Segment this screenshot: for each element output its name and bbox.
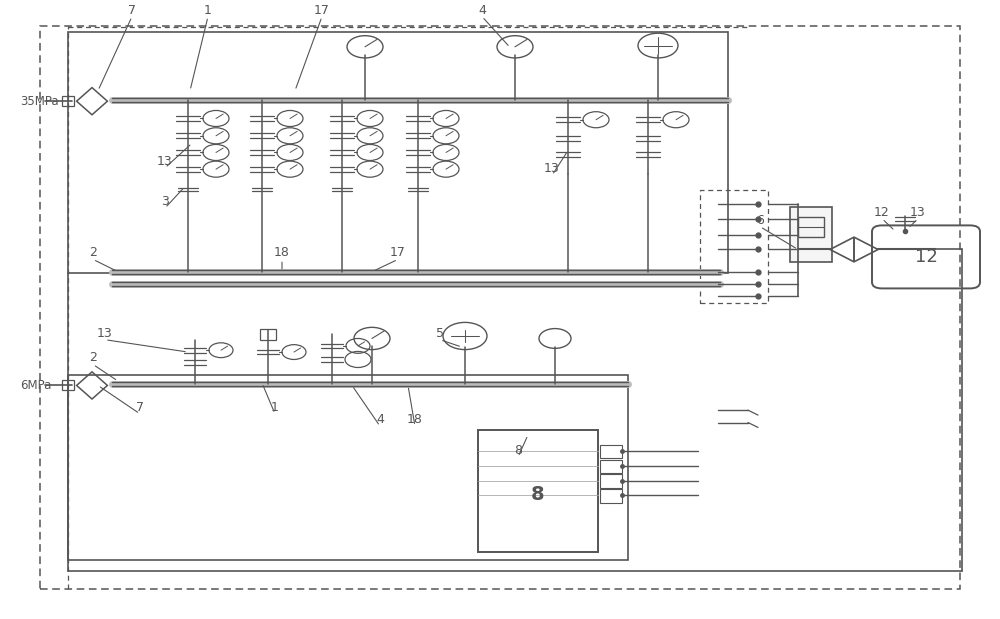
Text: 18: 18 <box>407 413 423 426</box>
Bar <box>260 329 276 340</box>
Text: 2: 2 <box>89 246 97 259</box>
Text: 1: 1 <box>204 4 212 17</box>
Text: 2: 2 <box>89 352 97 365</box>
Text: 35MPa: 35MPa <box>20 95 59 108</box>
Text: 13: 13 <box>157 155 173 168</box>
Bar <box>68 375 628 560</box>
Text: 7: 7 <box>128 4 136 17</box>
Bar <box>600 474 622 488</box>
Text: 7: 7 <box>136 401 144 414</box>
Bar <box>790 207 832 262</box>
Bar <box>68 32 728 273</box>
Bar <box>62 96 74 106</box>
Bar <box>600 444 622 458</box>
Bar <box>700 190 768 303</box>
Text: 18: 18 <box>274 246 290 259</box>
Bar <box>478 430 598 552</box>
Bar <box>600 489 622 503</box>
Bar <box>62 381 74 391</box>
Bar <box>600 459 622 473</box>
Text: 8: 8 <box>514 444 522 457</box>
Text: 13: 13 <box>910 206 926 219</box>
Text: 8: 8 <box>531 485 545 504</box>
Text: 12: 12 <box>915 248 937 266</box>
Text: 6: 6 <box>756 214 764 227</box>
Text: 4: 4 <box>478 4 486 17</box>
Bar <box>798 217 824 237</box>
Text: 13: 13 <box>544 162 560 175</box>
Text: 4: 4 <box>376 413 384 426</box>
Text: 13: 13 <box>97 327 113 340</box>
Text: 5: 5 <box>436 327 444 340</box>
Text: 17: 17 <box>390 246 406 259</box>
Text: 17: 17 <box>314 4 330 17</box>
Text: 3: 3 <box>161 195 169 208</box>
Text: 1: 1 <box>271 401 279 414</box>
Text: 12: 12 <box>874 206 890 219</box>
Text: 6MPa: 6MPa <box>20 379 51 392</box>
